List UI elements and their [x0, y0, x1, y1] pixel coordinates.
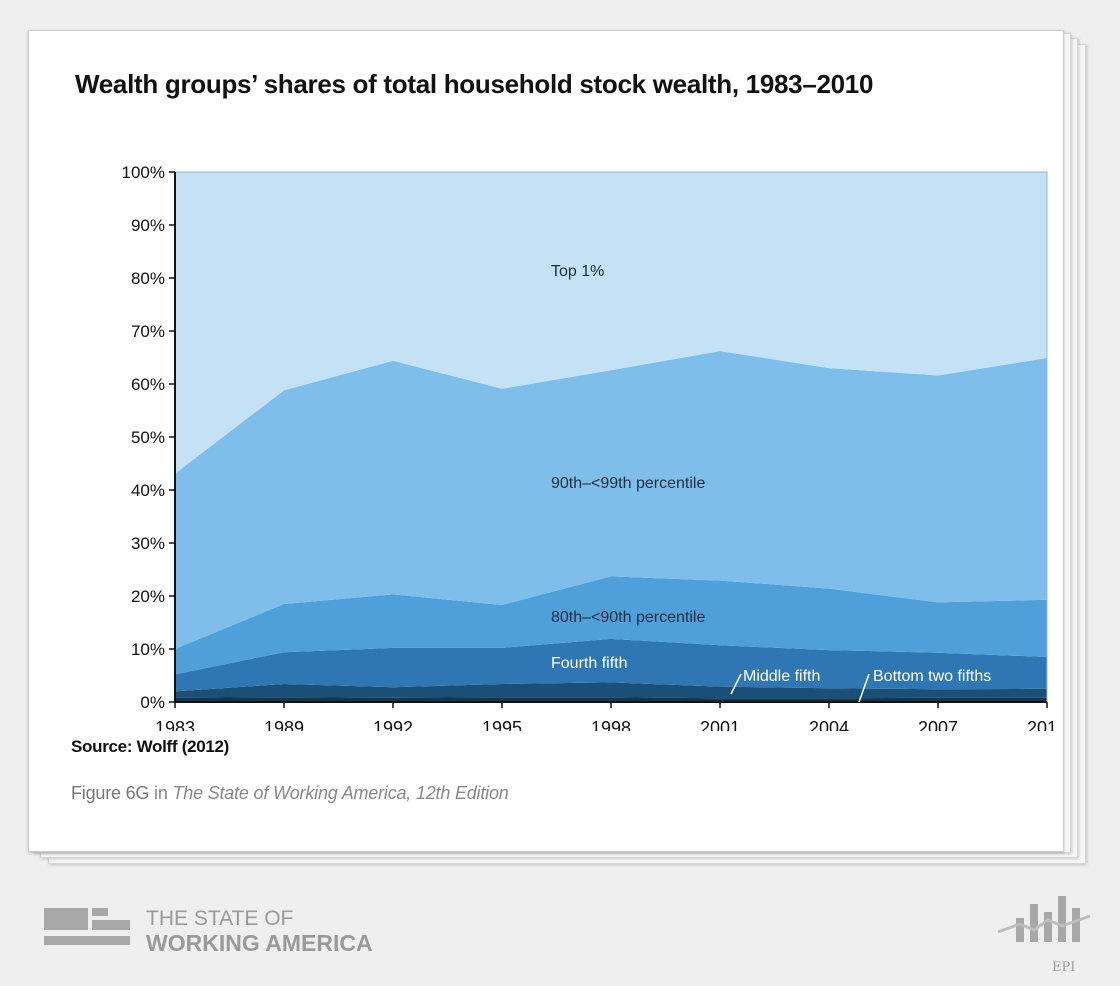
area-middle-fifth — [175, 682, 1047, 699]
x-tick-label: 1989 — [264, 718, 304, 731]
x-tick-label: 2007 — [918, 718, 958, 731]
y-tick-label: 80% — [131, 269, 165, 288]
brand-wordmark: THE STATE OF WORKING AMERICA — [146, 906, 373, 956]
series-label-bottom-two-fifths: Bottom two fifths — [873, 668, 991, 685]
book-title: The State of Working America, 12th Editi… — [172, 783, 509, 803]
x-tick-label: 2004 — [809, 718, 849, 731]
series-label-top-1-: Top 1% — [551, 263, 604, 280]
chart-title: Wealth groups’ shares of total household… — [75, 69, 874, 99]
label-leader-line — [858, 673, 870, 703]
y-tick-label: 70% — [131, 322, 165, 341]
stacked-area-chart: 0% 10% 20% 30% 40% 50% 60% 70% 80% 90% 100% 1983 198… — [122, 163, 1057, 731]
y-tick-label: 20% — [131, 587, 165, 606]
y-tick-label: 100% — [122, 163, 165, 182]
epi-label: EPI — [1052, 960, 1076, 975]
series-label-90th-99th-percentile: 90th–<99th percentile — [551, 475, 705, 492]
figure-reference: Figure 6G in The State of Working Americ… — [71, 783, 509, 804]
series-label-middle-fifth: Middle fifth — [743, 668, 820, 685]
brand-line-2: WORKING AMERICA — [146, 930, 373, 956]
brand-line-1: THE STATE OF — [146, 907, 294, 930]
area-top-1- — [175, 172, 1047, 474]
y-tick-label: 0% — [140, 693, 165, 712]
x-tick-label: 2001 — [700, 718, 740, 731]
epi-logo-icon — [997, 896, 1091, 942]
area-90th-99th-percentile — [175, 351, 1047, 649]
y-tick-label: 10% — [131, 640, 165, 659]
swa-brand: THE STATE OF WORKING AMERICA — [44, 906, 444, 956]
series-label-80th-90th-percentile: 80th–<90th percentile — [551, 609, 705, 626]
area-80th-90th-percentile — [175, 576, 1047, 675]
y-tick-label: 60% — [131, 375, 165, 394]
y-tick-label: 90% — [131, 216, 165, 235]
x-tick-label: 2010 — [1027, 718, 1057, 731]
x-tick-label: 1995 — [482, 718, 522, 731]
source-note: Source: Wolff (2012) — [71, 737, 230, 756]
label-leader-line — [730, 673, 742, 695]
area-bottom-two-fifths — [175, 697, 1047, 702]
swa-logo-icon — [44, 908, 130, 945]
x-tick-label: 1992 — [373, 718, 413, 731]
x-tick-label: 1998 — [591, 718, 631, 731]
y-tick-label: 40% — [131, 481, 165, 500]
document-stack: Wealth groups’ shares of total household… — [28, 30, 1086, 864]
y-tick-label: 50% — [131, 428, 165, 447]
area-fourth-fifth — [175, 638, 1047, 692]
figure-number: Figure 6G — [71, 783, 150, 803]
figure-in-word: in — [154, 783, 168, 803]
figure-card: Wealth groups’ shares of total household… — [28, 30, 1064, 852]
x-tick-label: 1983 — [155, 718, 195, 731]
series-label-fourth-fifth: Fourth fifth — [551, 655, 627, 672]
y-tick-label: 30% — [131, 534, 165, 553]
